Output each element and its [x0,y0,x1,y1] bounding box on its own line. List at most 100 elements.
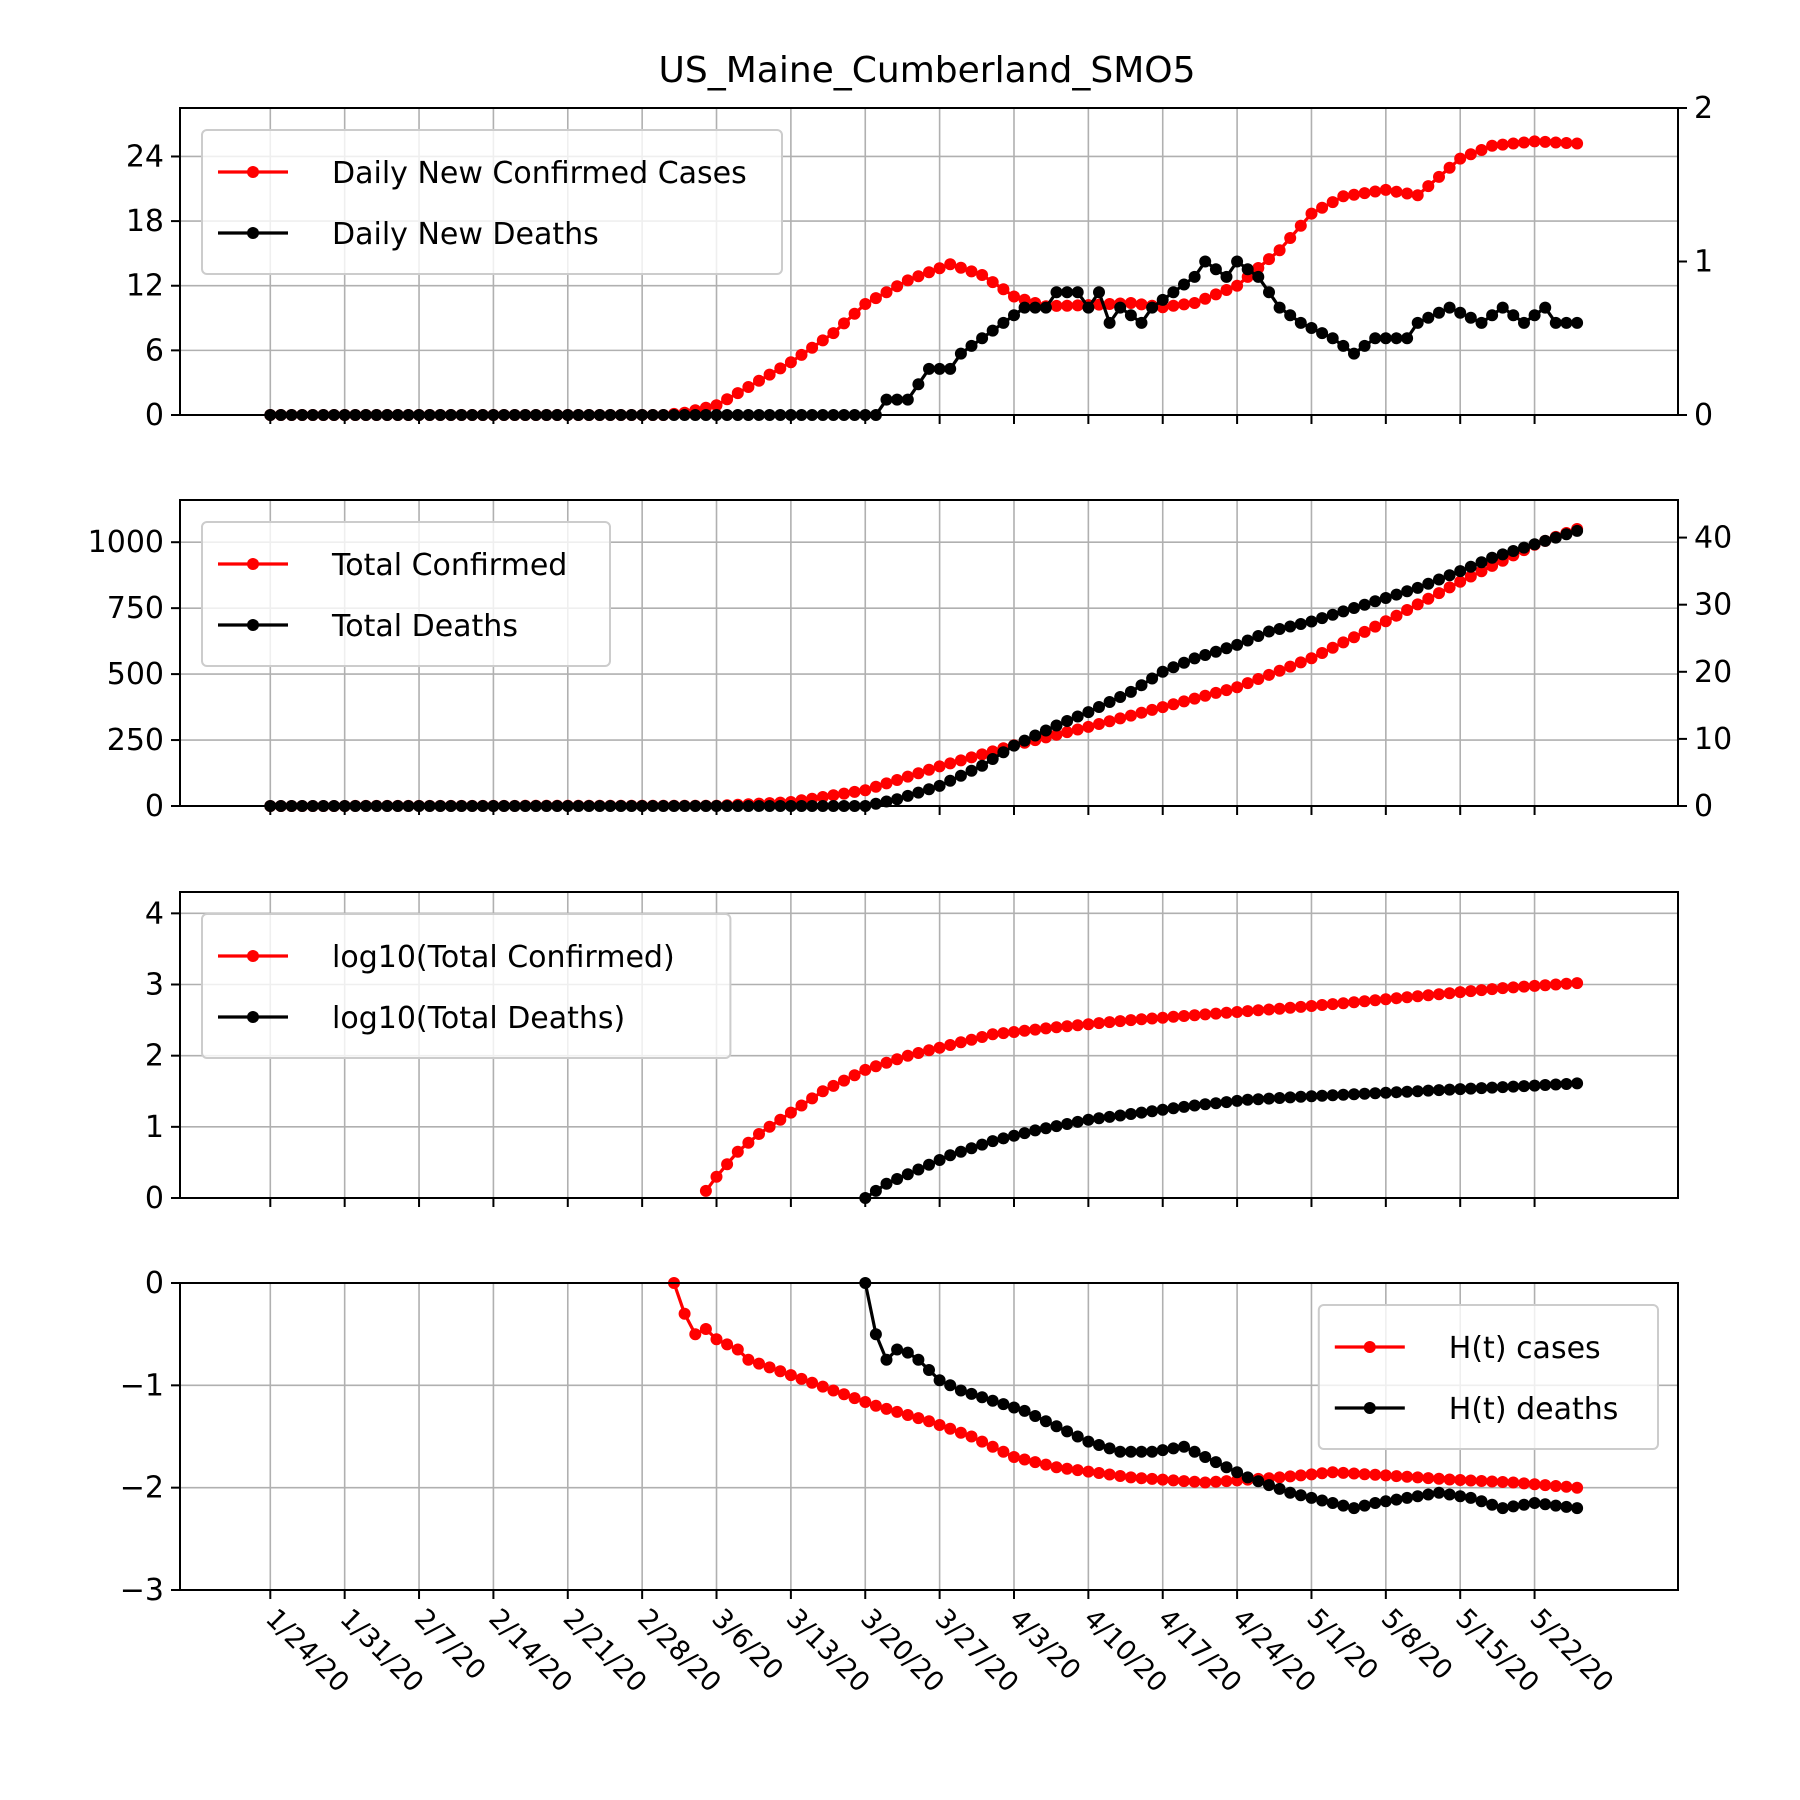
data-point [1209,1097,1222,1110]
data-point [1411,581,1424,594]
data-point [869,780,882,793]
data-point [1337,1499,1350,1512]
data-point [731,1343,744,1356]
data-point [1571,137,1584,150]
data-point [848,1392,861,1405]
data-point [1496,548,1509,561]
data-point [1167,1102,1180,1115]
data-point [1464,1474,1477,1487]
data-point [1507,137,1520,150]
data-point [1379,332,1392,345]
data-point [1188,270,1201,283]
data-point [954,769,967,782]
data-point [1401,585,1414,598]
data-point [901,1168,914,1181]
y2-tick-label: 20 [1694,655,1732,690]
data-point [923,763,935,776]
data-point [1135,298,1148,311]
data-point [1369,595,1382,608]
legend-label: Daily New Deaths [332,217,599,252]
data-point [1401,1470,1414,1483]
data-point [1199,689,1212,702]
data-point [1507,545,1520,557]
data-point [1475,144,1488,156]
data-point [1475,1082,1488,1095]
data-point [731,387,744,400]
data-point [1156,1444,1169,1457]
data-point [1475,565,1488,578]
y2-tick-label: 1 [1694,245,1713,280]
data-point [1496,1502,1509,1515]
data-point [1337,605,1350,618]
data-point [763,1120,776,1133]
y-tick-label: 500 [107,657,164,692]
data-point [944,258,957,271]
data-point [933,779,946,792]
data-point [1390,1086,1403,1099]
data-point [1422,180,1435,193]
data-point [1496,138,1509,151]
data-point [1050,1420,1063,1433]
data-point [1507,981,1520,994]
data-point [976,269,989,281]
data-point [1018,1024,1031,1037]
data-point [1156,1011,1169,1024]
data-point [742,381,755,393]
data-point [1103,316,1116,329]
data-point [1103,1016,1116,1029]
data-point [1348,1502,1360,1515]
data-point [1188,297,1201,309]
data-point [1528,135,1541,148]
data-point [965,1033,978,1046]
data-point [1199,1476,1212,1489]
data-point [944,362,957,375]
data-point [1486,559,1499,572]
data-point [816,334,829,347]
data-point [1305,322,1318,334]
data-point [1464,1082,1477,1095]
data-point [1464,985,1477,998]
data-point [816,1380,829,1393]
data-point [1146,1012,1159,1025]
data-point [699,1184,712,1197]
data-point [1571,524,1584,537]
data-point [1220,642,1233,655]
data-point [954,1384,967,1397]
y-tick-label: 0 [145,1266,164,1301]
data-point [1050,719,1063,732]
data-point [1433,573,1445,586]
data-point [1358,598,1371,611]
data-point [1305,207,1318,220]
data-point [1433,988,1445,1001]
y-tick-label: 750 [107,591,164,626]
series-cases [668,1277,1584,1494]
legend-swatch-marker [1363,1402,1376,1414]
data-point [1135,679,1148,692]
data-point [1539,1479,1552,1492]
data-point [1358,1087,1371,1100]
data-point [699,1323,712,1335]
data-point [827,789,840,802]
data-point [1326,1089,1339,1102]
data-point [1369,1468,1382,1481]
data-point [1348,347,1360,360]
data-point [1124,297,1137,309]
data-point [869,1399,882,1412]
data-point [976,1391,989,1404]
data-point [1475,984,1488,997]
data-point [1422,577,1435,590]
data-point [1231,1094,1244,1107]
data-point [1401,332,1414,345]
data-point [1039,1022,1052,1035]
data-point [1156,293,1169,306]
data-point [816,1085,829,1098]
data-point [1348,996,1360,1009]
data-point [1018,1404,1031,1417]
data-point [1082,706,1095,719]
data-point [1029,1456,1042,1469]
data-point [1082,720,1095,733]
data-point [721,1338,734,1351]
data-point [1008,739,1020,752]
data-point [912,1353,925,1366]
